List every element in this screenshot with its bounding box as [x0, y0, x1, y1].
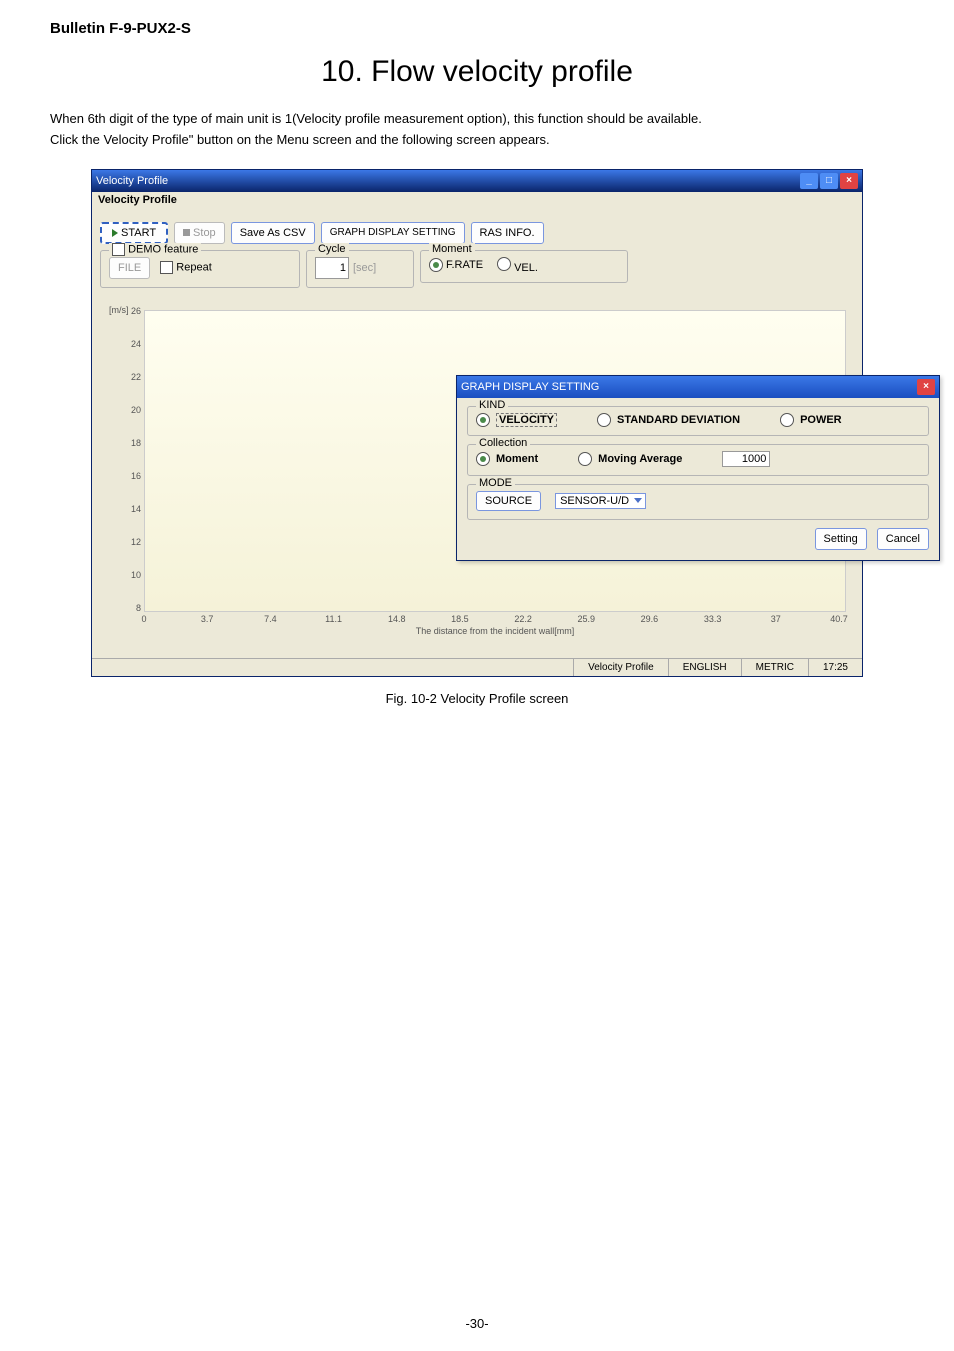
power-radio[interactable]: POWER [780, 413, 842, 427]
window-title: Velocity Profile [96, 175, 168, 187]
stddev-radio[interactable]: STANDARD DEVIATION [597, 413, 740, 427]
collection-legend: Collection [476, 437, 530, 449]
intro-line1: When 6th digit of the type of main unit … [50, 109, 904, 130]
x-tick: 14.8 [388, 614, 406, 624]
repeat-checkbox[interactable] [160, 261, 173, 274]
moving-average-input[interactable] [722, 451, 770, 467]
setting-button[interactable]: Setting [815, 528, 867, 550]
vel-radio[interactable]: VEL. [497, 257, 538, 274]
statusbar: Velocity Profile ENGLISH METRIC 17:25 [92, 658, 862, 676]
y-tick: 16 [131, 471, 141, 481]
x-tick: 25.9 [577, 614, 595, 624]
source-select[interactable]: SENSOR-U/D [555, 493, 646, 509]
moving-average-radio[interactable]: Moving Average [578, 452, 682, 466]
x-axis: 0 3.7 7.4 11.1 14.8 18.5 22.2 25.9 29.6 … [144, 612, 846, 640]
frate-radio[interactable]: F.RATE [429, 258, 483, 272]
vel-label: VEL. [514, 262, 538, 274]
collection-group: Collection Moment Moving Average [467, 444, 929, 476]
repeat-label: Repeat [176, 262, 211, 274]
titlebar: Velocity Profile _ □ × [92, 170, 862, 192]
x-tick: 33.3 [704, 614, 722, 624]
graph-display-setting-dialog: GRAPH DISPLAY SETTING × KIND VELOCITY [456, 375, 940, 561]
y-tick: 26 [131, 306, 141, 316]
y-axis: [m/s] 26 24 22 20 18 16 14 12 10 8 [109, 311, 143, 611]
cycle-unit: [sec] [353, 262, 376, 274]
dialog-title: GRAPH DISPLAY SETTING [461, 381, 599, 393]
demo-feature-group: DEMO feature FILE Repeat [100, 250, 300, 288]
ras-info-button[interactable]: RAS INFO. [471, 222, 544, 244]
dialog-titlebar: GRAPH DISPLAY SETTING × [457, 376, 939, 398]
x-tick: 0 [141, 614, 146, 624]
page-number: -30- [0, 1316, 954, 1331]
cycle-group: Cycle [sec] [306, 250, 414, 288]
save-csv-button[interactable]: Save As CSV [231, 222, 315, 244]
moving-average-label: Moving Average [598, 453, 682, 465]
menubar: Velocity Profile [92, 192, 862, 216]
start-label: START [121, 227, 156, 239]
stop-button[interactable]: Stop [174, 222, 225, 244]
y-unit: [m/s] [109, 305, 129, 315]
x-tick: 40.7 [830, 614, 848, 624]
play-icon [112, 229, 118, 237]
start-button[interactable]: START [100, 222, 168, 244]
x-tick: 11.1 [325, 614, 342, 624]
status-language: ENGLISH [668, 659, 741, 676]
power-label: POWER [800, 414, 842, 426]
repeat-option[interactable]: Repeat [160, 261, 212, 274]
stddev-label: STANDARD DEVIATION [617, 414, 740, 426]
x-tick: 22.2 [514, 614, 532, 624]
y-tick: 18 [131, 438, 141, 448]
y-tick: 20 [131, 405, 141, 415]
x-tick: 37 [771, 614, 781, 624]
x-tick: 3.7 [201, 614, 214, 624]
minimize-button[interactable]: _ [800, 173, 818, 189]
x-tick: 7.4 [264, 614, 277, 624]
kind-legend: KIND [476, 399, 508, 411]
mode-legend: MODE [476, 477, 515, 489]
status-profile: Velocity Profile [573, 659, 668, 676]
moment-group: Moment F.RATE VEL. [420, 250, 628, 283]
stop-icon [183, 229, 190, 236]
source-button[interactable]: SOURCE [476, 491, 541, 511]
kind-group: KIND VELOCITY STANDARD DEVIATION [467, 406, 929, 436]
status-unit: METRIC [741, 659, 808, 676]
demo-legend: DEMO feature [109, 243, 201, 256]
maximize-button[interactable]: □ [820, 173, 838, 189]
cycle-legend: Cycle [315, 243, 349, 255]
y-tick: 10 [131, 570, 141, 580]
demo-legend-text: DEMO feature [128, 243, 198, 255]
graph-display-setting-button[interactable]: GRAPH DISPLAY SETTING [321, 222, 465, 244]
y-tick: 14 [131, 504, 141, 514]
intro-text: When 6th digit of the type of main unit … [50, 109, 904, 151]
moment-label: Moment [496, 453, 538, 465]
y-tick: 22 [131, 372, 141, 382]
mode-group: MODE SOURCE SENSOR-U/D [467, 484, 929, 520]
frate-label: F.RATE [446, 259, 483, 271]
y-tick: 12 [131, 537, 141, 547]
status-time: 17:25 [808, 659, 862, 676]
demo-checkbox[interactable] [112, 243, 125, 256]
x-tick: 29.6 [641, 614, 659, 624]
intro-line2: Click the Velocity Profile" button on th… [50, 130, 904, 151]
cancel-button[interactable]: Cancel [877, 528, 929, 550]
close-button[interactable]: × [840, 173, 858, 189]
dialog-close-button[interactable]: × [917, 379, 935, 395]
moment-legend: Moment [429, 243, 475, 255]
moment-radio[interactable]: Moment [476, 452, 538, 466]
velocity-radio[interactable]: VELOCITY [476, 413, 557, 427]
y-tick: 8 [136, 603, 141, 613]
cycle-input[interactable] [315, 257, 349, 279]
x-tick: 18.5 [451, 614, 469, 624]
page-title: 10. Flow velocity profile [50, 55, 904, 89]
x-axis-label: The distance from the incident wall[mm] [416, 626, 575, 636]
figure-caption: Fig. 10-2 Velocity Profile screen [50, 691, 904, 706]
y-tick: 24 [131, 339, 141, 349]
stop-label: Stop [193, 227, 216, 239]
velocity-label: VELOCITY [496, 413, 557, 427]
bulletin-id: Bulletin F-9-PUX2-S [50, 20, 904, 37]
file-button[interactable]: FILE [109, 257, 150, 279]
